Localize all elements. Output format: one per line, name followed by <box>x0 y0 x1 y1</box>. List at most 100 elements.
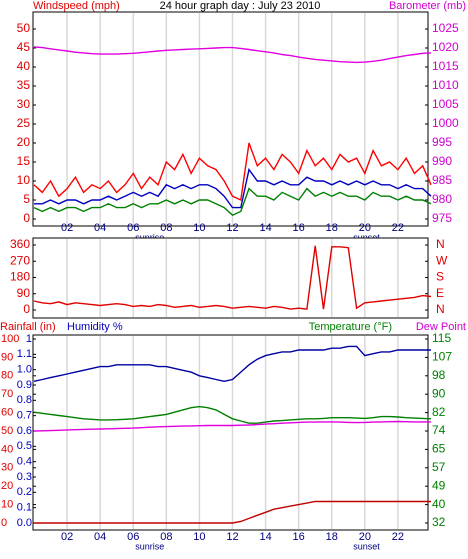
tick-label: 107 <box>432 350 452 364</box>
sun-annotation: sunset <box>353 232 380 242</box>
tick-label: 0.2 <box>17 486 32 498</box>
tick-label: 0.9 <box>17 379 32 391</box>
tick-label: N <box>436 302 445 316</box>
plot-frame <box>32 334 429 531</box>
tick-label: 30 <box>17 97 31 111</box>
tick-label: 1025 <box>432 21 459 35</box>
x-tick-label: 12 <box>226 222 238 234</box>
tick-label: 1015 <box>432 59 459 73</box>
tick-label: 10 <box>17 173 31 187</box>
tick-label: 990 <box>432 154 452 168</box>
tick-label: 90 <box>432 386 446 400</box>
x-tick-label: 14 <box>259 531 271 543</box>
tick-label: 360 <box>10 237 30 251</box>
tick-label: 90 <box>17 286 31 300</box>
data-line <box>33 245 432 310</box>
tick-label: 0.0 <box>17 517 32 529</box>
x-tick-label: 16 <box>293 531 305 543</box>
tick-label: 100 <box>1 333 19 345</box>
tick-label: 65 <box>432 442 446 456</box>
tick-label: 15 <box>17 154 31 168</box>
tick-label: 0 <box>1 517 7 529</box>
tick-label: 40 <box>1 443 13 455</box>
x-tick-label: 02 <box>61 531 73 543</box>
data-line <box>33 420 431 432</box>
x-tick-label: 04 <box>94 531 106 543</box>
tick-label: 0 <box>23 302 30 316</box>
tick-label: 98 <box>432 368 446 382</box>
data-line <box>33 142 432 202</box>
tick-label: 1.1 <box>17 348 32 360</box>
tick-label: 50 <box>17 21 31 35</box>
header-label: Temperature (°F) <box>309 321 392 333</box>
data-line <box>33 405 432 424</box>
tick-label: 57 <box>432 460 446 474</box>
tick-label: 0.3 <box>17 471 32 483</box>
tick-label: 115 <box>432 331 451 345</box>
tick-label: 985 <box>432 173 452 187</box>
data-line <box>33 345 431 383</box>
tick-label: 10 <box>1 499 13 511</box>
tick-label: 0.1 <box>17 502 32 514</box>
data-line <box>33 46 432 64</box>
tick-label: 0.7 <box>17 410 32 422</box>
tick-label: 0.4 <box>17 456 32 468</box>
header-label: Dew Point <box>416 321 466 333</box>
tick-label: 1010 <box>432 78 459 92</box>
tick-label: 49 <box>432 478 446 492</box>
tick-label: 5 <box>23 192 30 206</box>
tick-label: 70 <box>1 388 13 400</box>
tick-label: 0 <box>23 211 30 225</box>
tick-label: 74 <box>432 423 446 437</box>
tick-label: 180 <box>10 270 30 284</box>
x-tick-label: 06 <box>127 531 139 543</box>
x-tick-label: 14 <box>259 222 271 234</box>
tick-label: 40 <box>17 59 31 73</box>
tick-label: 1005 <box>432 97 459 111</box>
x-tick-label: 18 <box>326 222 338 234</box>
tick-label: 82 <box>432 405 446 419</box>
chart-title: 24 hour graph day : July 23 2010 <box>160 0 321 12</box>
tick-label: 80 <box>1 370 13 382</box>
tick-label: 980 <box>432 192 452 206</box>
sun-annotation: sunrise <box>135 232 164 242</box>
x-tick-label: 20 <box>359 531 371 543</box>
x-tick-label: 08 <box>160 531 172 543</box>
header-label: Rainfall (in) <box>0 321 56 333</box>
tick-label: 35 <box>17 78 31 92</box>
data-line <box>34 167 432 209</box>
data-line <box>34 500 431 524</box>
tick-label: 32 <box>432 515 446 529</box>
tick-label: 20 <box>1 480 13 492</box>
tick-label: 1.0 <box>17 364 32 376</box>
x-tick-label: 22 <box>392 222 404 234</box>
x-tick-label: 02 <box>61 222 73 234</box>
tick-label: 40 <box>432 497 446 511</box>
tick-label: 270 <box>10 253 30 267</box>
x-tick-label: 04 <box>94 222 106 234</box>
tick-label: 0.8 <box>17 394 32 406</box>
tick-label: 20 <box>17 135 31 149</box>
x-tick-label: 10 <box>193 531 205 543</box>
x-tick-label: 10 <box>193 222 205 234</box>
plot-frame <box>32 237 429 319</box>
x-tick-label: 20 <box>359 222 371 234</box>
data-line <box>33 187 432 217</box>
x-tick-label: 12 <box>226 531 238 543</box>
tick-label: W <box>436 253 448 267</box>
x-tick-label: 06 <box>127 222 139 234</box>
sun-annotation: sunset <box>353 541 380 551</box>
tick-label: 0.6 <box>17 425 32 437</box>
sun-annotation: sunrise <box>135 541 164 551</box>
tick-label: 45 <box>17 40 31 54</box>
tick-label: 50 <box>1 425 13 437</box>
x-tick-label: 22 <box>392 531 404 543</box>
tick-label: 975 <box>432 211 452 225</box>
y-axis-title: Windspeed (mph) <box>33 0 120 12</box>
x-tick-label: 16 <box>293 222 305 234</box>
tick-label: E <box>436 286 444 300</box>
header-label: Humidity % <box>67 321 123 333</box>
x-tick-label: 18 <box>326 531 338 543</box>
tick-label: 995 <box>432 135 452 149</box>
y2-axis-title: Barometer (mb) <box>389 0 466 12</box>
